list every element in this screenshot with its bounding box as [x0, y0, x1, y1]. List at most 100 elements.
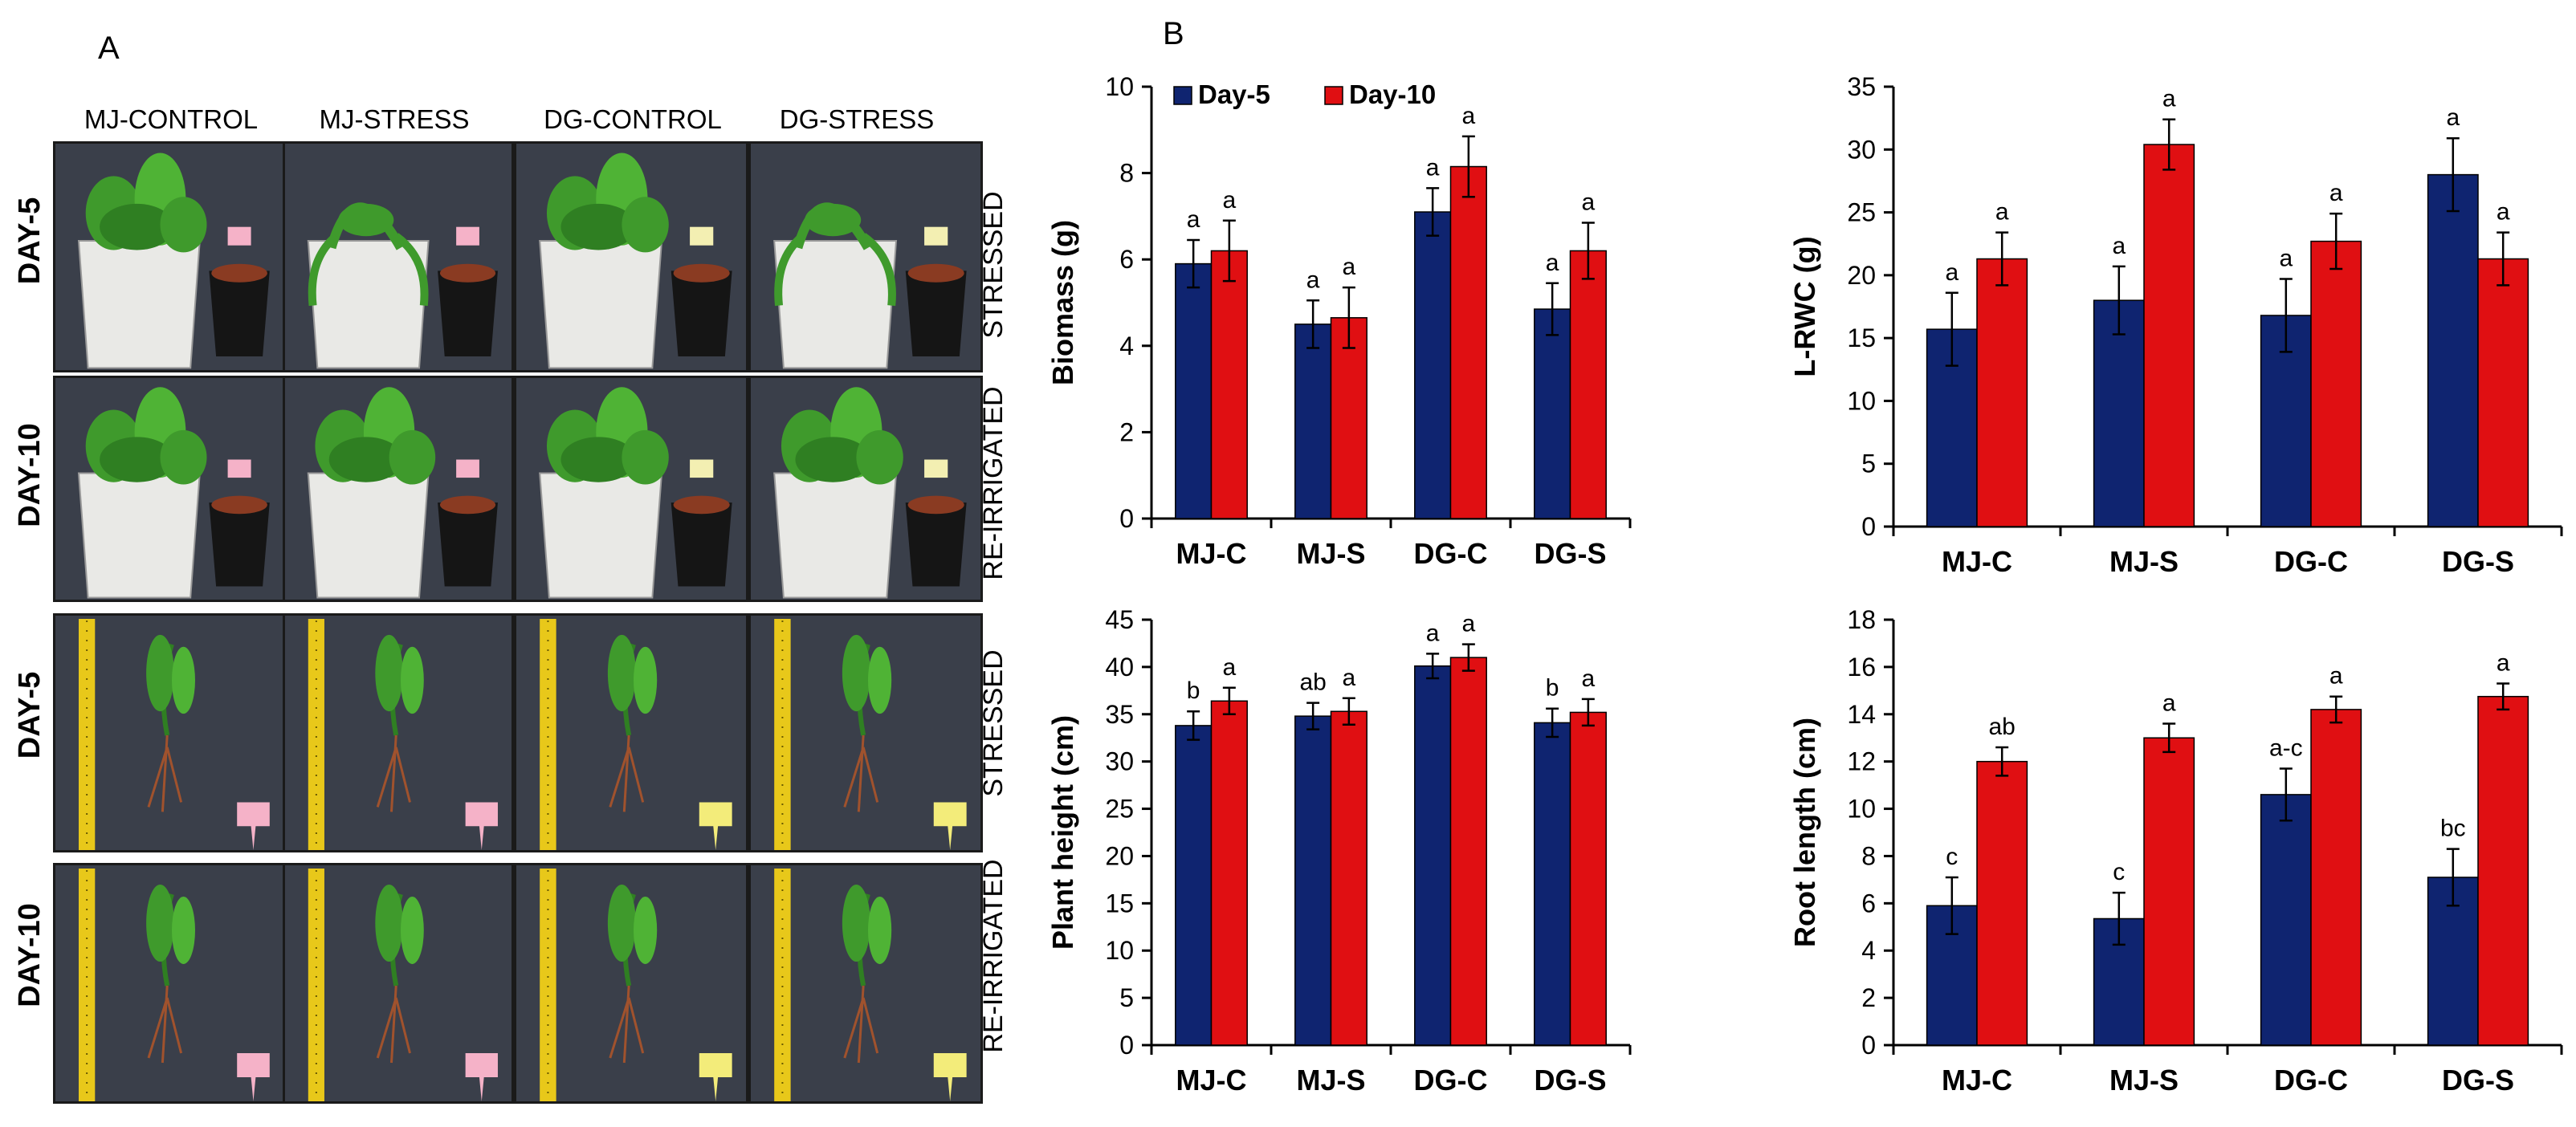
- chart2-y-tick-label-3: 15: [1847, 323, 1876, 352]
- chart4-x-tick-label-3: DG-S: [2442, 1064, 2514, 1096]
- chart2-bar-day-5-mj-s: [2093, 299, 2145, 527]
- chart1-legend-swatch-0: [1173, 86, 1192, 105]
- chart4-y-tick-label-4: 8: [1861, 841, 1876, 870]
- chart3-y-tick-label-0: 0: [1119, 1031, 1134, 1060]
- chart3-sig-label-1-0: a: [1223, 654, 1237, 681]
- chart4-bar-day-10-dg-s: [2477, 695, 2529, 1046]
- chart3-sig-label-1-2: a: [1462, 611, 1476, 637]
- plant-photo-uprooted-r2-c1: [283, 613, 514, 852]
- chart4-y-tick-label-5: 10: [1847, 795, 1876, 824]
- chart1-bar-day-5-dg-c: [1414, 211, 1452, 519]
- chart4-sig-label-0-2: a-c: [2269, 735, 2303, 762]
- column-header-mj-stress: MJ-STRESS: [319, 104, 470, 134]
- plant-photo-uprooted-r2-c2: [514, 613, 748, 852]
- chart4-bar-day-5-dg-c: [2260, 794, 2312, 1046]
- chart3-y-tick-label-9: 45: [1105, 605, 1134, 634]
- chart1-sig-label-1-0: a: [1223, 187, 1237, 214]
- chart1-sig-label-0-2: a: [1426, 154, 1440, 181]
- plant-photo-uprooted-r3-c1: [283, 863, 514, 1104]
- chart3-y-tick-label-5: 25: [1105, 795, 1134, 824]
- chart1-x-tick-label-3: DG-S: [1535, 537, 1607, 570]
- chart2-x-tick-label-2: DG-C: [2274, 545, 2348, 578]
- chart3-x-tick-label-2: DG-C: [1414, 1064, 1488, 1096]
- chart1-bar-day-10-mj-s: [1330, 317, 1367, 519]
- chart4-y-tick-label-7: 14: [1847, 700, 1876, 729]
- chart3-bar-day-10-mj-c: [1210, 700, 1248, 1046]
- column-header-dg-stress: DG-STRESS: [779, 104, 935, 134]
- chart4-y-tick-label-8: 16: [1847, 653, 1876, 681]
- chart2-sig-label-0-2: a: [2279, 246, 2293, 272]
- chart4-sig-label-1-2: a: [2329, 663, 2343, 690]
- plant-photo-potted-r1-c3: [748, 376, 983, 602]
- chart1-y-tick-label-2: 4: [1119, 332, 1134, 360]
- chart3-y-tick-label-7: 35: [1105, 700, 1134, 729]
- chart1-x-tick-label-0: MJ-C: [1176, 537, 1247, 570]
- chart1-y-axis-label: Biomass (g): [1046, 220, 1079, 385]
- chart2-y-tick-label-7: 35: [1847, 72, 1876, 101]
- chart4-x-tick-label-0: MJ-C: [1942, 1064, 2012, 1096]
- chart1-sig-label-0-3: a: [1546, 250, 1559, 276]
- chart2-y-tick-label-0: 0: [1861, 512, 1876, 541]
- chart3-y-tick-label-2: 10: [1105, 936, 1134, 965]
- chart3-y-tick-label-3: 15: [1105, 889, 1134, 917]
- chart4-bar-day-10-dg-c: [2310, 709, 2362, 1046]
- chart1-x-tick-label-1: MJ-S: [1296, 537, 1365, 570]
- chart1-bar-day-5-mj-c: [1175, 262, 1213, 519]
- chart1-bar-day-10-mj-c: [1210, 250, 1248, 519]
- chart3-x-tick-label-3: DG-S: [1535, 1064, 1607, 1096]
- chart2-y-tick-label-2: 10: [1847, 386, 1876, 415]
- chart2-sig-label-1-2: a: [2329, 180, 2343, 206]
- chart1-bar-day-5-mj-s: [1294, 323, 1332, 519]
- chart1-y-tick-label-3: 6: [1119, 245, 1134, 274]
- plant-photo-potted-r0-c3: [748, 141, 983, 372]
- plant-photo-potted-r1-c1: [283, 376, 514, 602]
- chart4-x-tick-label-1: MJ-S: [2109, 1064, 2179, 1096]
- chart1-x-tick-label-2: DG-C: [1414, 537, 1488, 570]
- panel-label-b: B: [1163, 16, 1184, 51]
- chart3-sig-label-0-1: ab: [1299, 669, 1326, 696]
- chart2-y-tick-label-5: 25: [1847, 198, 1876, 227]
- column-header-mj-control: MJ-CONTROL: [84, 104, 259, 134]
- chart4-y-tick-label-0: 0: [1861, 1031, 1876, 1060]
- chart3-x-tick-label-0: MJ-C: [1176, 1064, 1247, 1096]
- plant-photo-potted-r0-c0: [53, 141, 286, 372]
- chart4-sig-label-1-1: a: [2162, 690, 2176, 717]
- chart4-bar-day-10-mj-s: [2143, 737, 2195, 1046]
- chart4-bar-day-10-mj-c: [1976, 760, 2028, 1046]
- chart1-sig-label-1-3: a: [1582, 189, 1596, 215]
- chart2-y-axis-label: L-RWC (g): [1788, 236, 1821, 376]
- chart3-y-axis-label: Plant height (cm): [1046, 715, 1079, 950]
- chart1-sig-label-1-2: a: [1462, 103, 1476, 129]
- chart2-bar-day-10-mj-c: [1976, 258, 2028, 527]
- chart2-y-tick-label-4: 20: [1847, 261, 1876, 290]
- chart4-sig-label-0-1: c: [2113, 859, 2125, 885]
- chart3-bar-day-10-dg-c: [1449, 657, 1487, 1046]
- chart4-y-tick-label-2: 4: [1861, 936, 1876, 965]
- chart2-y-tick-label-1: 5: [1861, 450, 1876, 478]
- chart1-sig-label-0-1: a: [1306, 266, 1320, 293]
- plant-photo-potted-r1-c0: [53, 376, 286, 602]
- chart3-sig-label-0-2: a: [1426, 620, 1440, 646]
- plant-photo-uprooted-r2-c0: [53, 613, 286, 852]
- chart3-y-tick-label-8: 40: [1105, 653, 1134, 681]
- chart2-bar-day-5-dg-s: [2427, 173, 2479, 527]
- chart3-y-tick-label-1: 5: [1119, 983, 1134, 1012]
- plant-photo-potted-r1-c2: [514, 376, 748, 602]
- chart2-x-tick-label-3: DG-S: [2442, 545, 2514, 578]
- chart3-y-tick-label-4: 20: [1105, 841, 1134, 870]
- chart4-sig-label-1-0: ab: [1989, 714, 2016, 740]
- chart2-sig-label-0-3: a: [2446, 104, 2460, 131]
- chart4-sig-label-1-3: a: [2497, 650, 2510, 677]
- chart3-sig-label-0-3: b: [1546, 675, 1559, 702]
- plant-photo-uprooted-r3-c0: [53, 863, 286, 1104]
- chart2-sig-label-0-1: a: [2112, 233, 2126, 259]
- chart4-y-tick-label-9: 18: [1847, 605, 1876, 634]
- panel-label-a: A: [98, 31, 120, 66]
- chart4-sig-label-0-3: bc: [2440, 816, 2466, 842]
- chart3-bar-day-5-dg-c: [1414, 665, 1452, 1046]
- chart3-bar-day-10-mj-s: [1330, 710, 1367, 1046]
- chart1-sig-label-0-0: a: [1187, 206, 1200, 233]
- chart3-x-tick-label-1: MJ-S: [1296, 1064, 1365, 1096]
- chart3-bar-day-5-mj-s: [1294, 715, 1332, 1046]
